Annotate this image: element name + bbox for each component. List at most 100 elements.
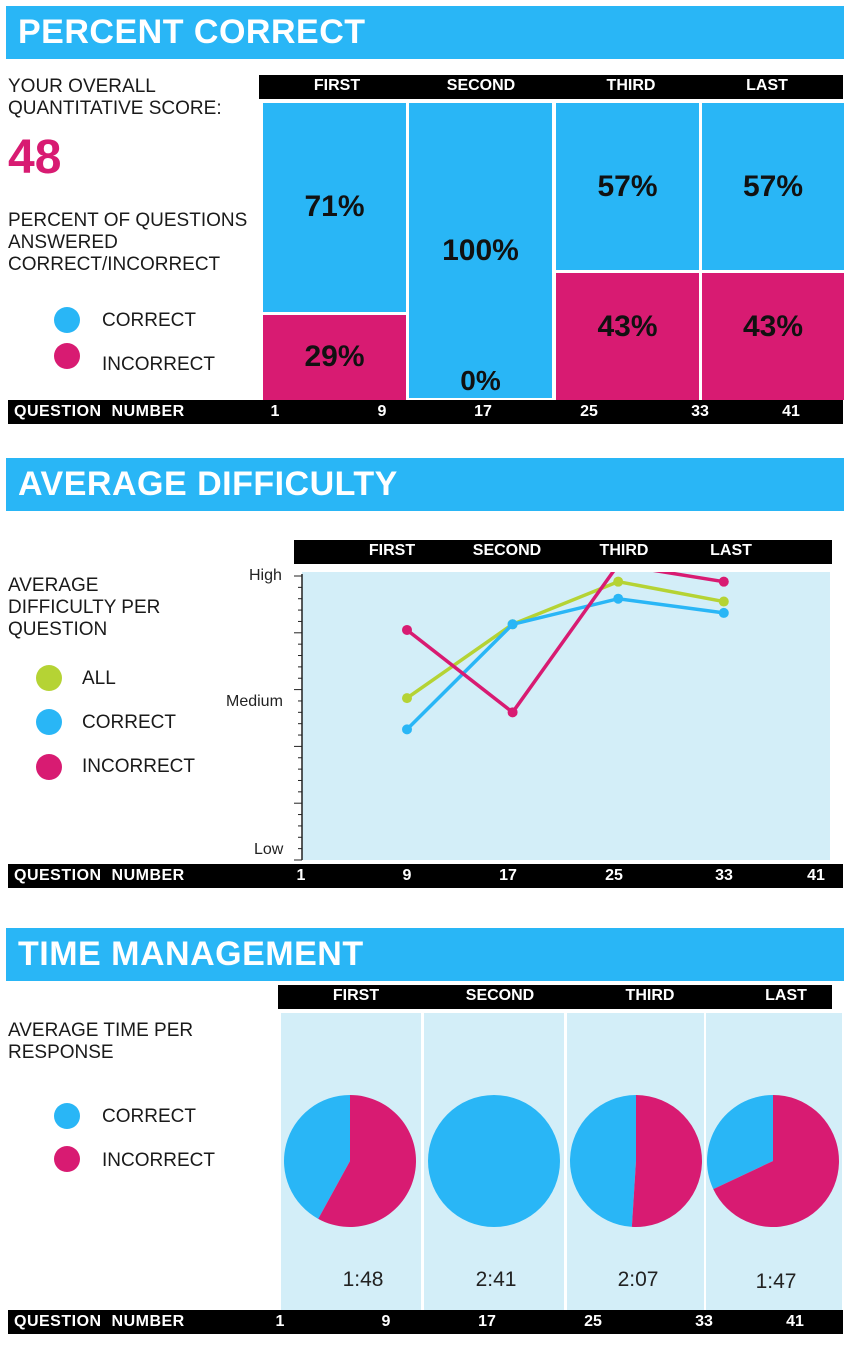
difficulty-col-first: FIRST xyxy=(368,542,416,559)
q-tick: 9 xyxy=(381,1313,391,1330)
q-tick: 1 xyxy=(270,403,280,420)
bar-correct-last: 57% xyxy=(702,103,844,271)
question-axis-1: QUESTION NUMBER 1 9 17 25 33 41 xyxy=(8,400,843,424)
pie-slice-incorrect-third xyxy=(631,1095,703,1227)
legend-correct-label-3: CORRECT xyxy=(102,1106,196,1127)
time-pie-group xyxy=(284,1095,839,1227)
time-col-last: LAST xyxy=(765,987,807,1004)
time-desc-line1: AVERAGE TIME PER xyxy=(8,1020,194,1041)
score-label: YOUR OVERALL QUANTITATIVE SCORE: xyxy=(8,76,222,120)
legend-correct-dot-2 xyxy=(36,709,62,735)
difficulty-plot-area xyxy=(302,572,830,860)
time-desc-line2: RESPONSE xyxy=(8,1042,114,1063)
q-tick: 1 xyxy=(275,1313,285,1330)
legend-all-label: ALL xyxy=(82,668,116,689)
percent-col-second: SECOND xyxy=(446,77,516,94)
difficulty-col-third: THIRD xyxy=(599,542,649,559)
time-col-first: FIRST xyxy=(332,987,380,1004)
y-label-medium: Medium xyxy=(226,693,283,710)
bar-correct-third: 57% xyxy=(556,103,699,271)
percent-col-first: FIRST xyxy=(313,77,361,94)
time-col-second: SECOND xyxy=(465,987,535,1004)
series-point-correct xyxy=(507,619,518,630)
legend-incorrect-label-3: INCORRECT xyxy=(102,1150,215,1171)
difficulty-series xyxy=(402,572,729,735)
bar-incorrect-last: 43% xyxy=(702,273,844,400)
bar-correct-first: 71% xyxy=(263,103,406,312)
bar-incorrect-second: 0% xyxy=(460,365,501,396)
q-tick: 41 xyxy=(782,403,800,420)
legend-correct-label-2: CORRECT xyxy=(82,712,176,733)
series-line-all xyxy=(405,579,725,700)
difficulty-desc-line1: AVERAGE xyxy=(8,575,99,596)
question-axis-3: QUESTION NUMBER 1 9 17 25 33 41 xyxy=(8,1310,843,1334)
question-axis-label-2: QUESTION NUMBER xyxy=(14,867,185,884)
y-label-low: Low xyxy=(254,841,284,858)
q-tick: 41 xyxy=(807,867,825,884)
q-tick: 9 xyxy=(377,403,387,420)
series-point-incorrect xyxy=(402,624,412,635)
score-label-line2: QUANTITATIVE SCORE: xyxy=(8,98,222,119)
q-tick: 17 xyxy=(499,867,517,884)
percent-col-third: THIRD xyxy=(606,77,656,94)
legend-incorrect-dot-2 xyxy=(36,754,62,780)
q-tick: 33 xyxy=(715,867,733,884)
time-label-last: 1:47 xyxy=(755,1270,797,1293)
pie-slice-correct-third xyxy=(570,1095,636,1227)
series-point-all xyxy=(613,576,624,587)
time-column-header: FIRST SECOND THIRD LAST xyxy=(278,985,832,1009)
percent-correct-banner: PERCENT CORRECT xyxy=(6,6,844,59)
overall-score: 48 xyxy=(8,131,62,184)
time-desc: AVERAGE TIME PER RESPONSE xyxy=(8,1020,193,1064)
time-label-first: 1:48 xyxy=(342,1268,384,1291)
bar-incorrect-first: 29% xyxy=(263,314,406,400)
series-point-correct xyxy=(718,607,729,618)
q-tick: 33 xyxy=(695,1313,713,1330)
q-tick: 25 xyxy=(580,403,598,420)
q-tick: 9 xyxy=(402,867,412,884)
series-line-incorrect xyxy=(405,572,725,715)
q-tick: 17 xyxy=(474,403,492,420)
y-label-high: High xyxy=(249,567,282,584)
series-line-correct xyxy=(405,596,725,731)
legend-incorrect-dot-3 xyxy=(54,1146,80,1172)
pie-slice-incorrect-last xyxy=(713,1095,839,1227)
series-point-incorrect xyxy=(507,707,518,718)
score-label-line1: YOUR OVERALL xyxy=(8,76,156,97)
series-point-all xyxy=(402,693,412,704)
legend-incorrect-dot xyxy=(54,343,80,369)
legend-correct-label: CORRECT xyxy=(102,310,196,331)
difficulty-col-last: LAST xyxy=(710,542,752,559)
question-axis-label: QUESTION NUMBER xyxy=(14,403,185,420)
time-label-third: 2:07 xyxy=(617,1268,659,1291)
difficulty-column-header: FIRST SECOND THIRD LAST xyxy=(294,540,832,564)
q-tick: 33 xyxy=(691,403,709,420)
pie-slice-correct-last xyxy=(707,1095,773,1190)
difficulty-col-second: SECOND xyxy=(472,542,542,559)
series-point-correct xyxy=(402,724,412,735)
percent-col-last: LAST xyxy=(746,77,788,94)
series-point-correct xyxy=(613,593,624,604)
time-management-banner: TIME MANAGEMENT xyxy=(6,928,844,981)
percent-column-header: FIRST SECOND THIRD LAST xyxy=(259,75,843,99)
time-col-third: THIRD xyxy=(625,987,675,1004)
pie-slice-correct-first xyxy=(284,1095,350,1219)
q-tick: 1 xyxy=(296,867,306,884)
q-tick: 25 xyxy=(584,1313,602,1330)
average-difficulty-banner: AVERAGE DIFFICULTY xyxy=(6,458,844,511)
q-tick: 41 xyxy=(786,1313,804,1330)
percent-desc-line2: ANSWERED xyxy=(8,232,118,253)
percent-desc-line3: CORRECT/INCORRECT xyxy=(8,254,221,275)
pie-second xyxy=(428,1095,560,1227)
legend-incorrect-label: INCORRECT xyxy=(102,354,215,375)
difficulty-desc-line3: QUESTION xyxy=(8,619,108,640)
time-pies xyxy=(284,1095,839,1227)
legend-correct-dot xyxy=(54,307,80,333)
bar-incorrect-third: 43% xyxy=(556,273,699,400)
q-tick: 17 xyxy=(478,1313,496,1330)
percent-desc-line1: PERCENT OF QUESTIONS xyxy=(8,210,248,231)
pie-slice-incorrect-first xyxy=(318,1095,416,1227)
question-axis-2: QUESTION NUMBER 1 9 17 25 33 41 xyxy=(8,864,843,888)
legend-correct-dot-3 xyxy=(54,1103,80,1129)
time-label-second: 2:41 xyxy=(475,1268,517,1291)
